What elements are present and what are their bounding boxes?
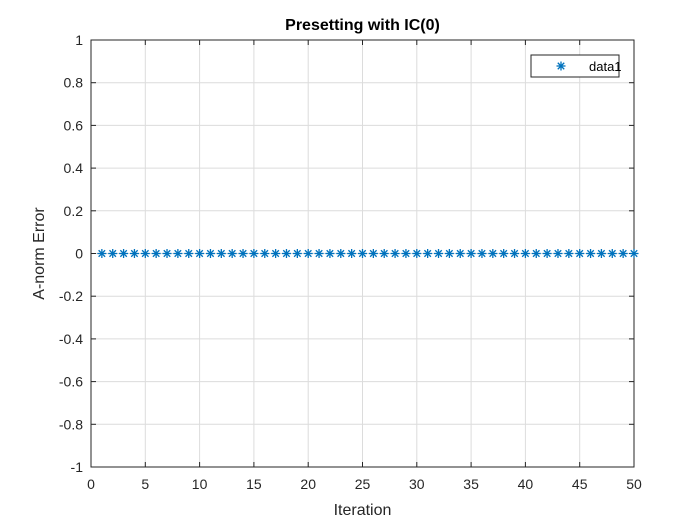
data-point xyxy=(629,249,639,258)
x-tick-label: 35 xyxy=(463,476,479,492)
data-point xyxy=(390,249,400,258)
data-point xyxy=(281,249,291,258)
legend-box xyxy=(530,54,620,78)
data-point xyxy=(542,249,552,258)
y-tick-labels: -1 -0.8 -0.6 -0.4 -0.2 0 0.2 0.4 0.6 0.8 1 xyxy=(59,32,83,475)
data-point xyxy=(553,249,563,258)
x-tick-label: 10 xyxy=(192,476,208,492)
data-point xyxy=(292,249,302,258)
x-tick-label: 45 xyxy=(572,476,588,492)
data-point xyxy=(434,249,444,258)
data-point xyxy=(618,249,628,258)
data-point xyxy=(488,249,498,258)
data-point xyxy=(607,249,617,258)
data-point xyxy=(466,249,476,258)
data-point xyxy=(303,249,313,258)
series-group xyxy=(97,249,639,258)
legend-marker-icon xyxy=(556,61,566,71)
x-axis-label: Iteration xyxy=(334,502,392,519)
data-point xyxy=(271,249,281,258)
y-tick-label: 1 xyxy=(75,32,83,48)
x-tick-label: 30 xyxy=(409,476,425,492)
x-tick-label: 50 xyxy=(626,476,642,492)
data-point xyxy=(184,249,194,258)
y-tick-label: 0.4 xyxy=(64,160,84,176)
data-point xyxy=(238,249,248,258)
x-tick-labels: 0 5 10 15 20 25 30 35 40 45 50 xyxy=(87,476,642,492)
y-tick-label: 0.2 xyxy=(64,203,84,219)
x-tick-label: 15 xyxy=(246,476,262,492)
y-tick-label: -1 xyxy=(71,459,84,475)
x-tick-label: 25 xyxy=(355,476,371,492)
data-point xyxy=(575,249,585,258)
data-point xyxy=(477,249,487,258)
data-point xyxy=(260,249,270,258)
data-point xyxy=(140,249,150,258)
data-point xyxy=(195,249,205,258)
data-point xyxy=(586,249,596,258)
data-point xyxy=(249,249,259,258)
data-point xyxy=(227,249,237,258)
data-point xyxy=(129,249,139,258)
x-tick-label: 20 xyxy=(300,476,316,492)
data-point xyxy=(314,249,324,258)
data-point xyxy=(455,249,465,258)
data-point xyxy=(97,249,107,258)
data-point xyxy=(151,249,161,258)
data-point xyxy=(520,249,530,258)
data-point xyxy=(173,249,183,258)
legend: data1 xyxy=(530,54,622,78)
y-tick-label: 0.8 xyxy=(64,75,84,91)
data-point xyxy=(531,249,541,258)
x-tick-label: 5 xyxy=(141,476,149,492)
data-point xyxy=(596,249,606,258)
legend-marker xyxy=(556,61,566,71)
data-point xyxy=(379,249,389,258)
data-point xyxy=(358,249,367,258)
y-tick-label: -0.8 xyxy=(59,416,83,432)
data-point xyxy=(347,249,357,258)
data-point xyxy=(205,249,215,258)
y-tick-label: 0.6 xyxy=(64,117,84,133)
data-point xyxy=(162,249,172,258)
x-tick-label: 40 xyxy=(518,476,534,492)
data-point xyxy=(412,249,422,258)
data-point xyxy=(216,249,226,258)
data-point xyxy=(444,249,454,258)
data-point xyxy=(564,249,574,258)
data-point xyxy=(423,249,433,258)
y-tick-label: -0.2 xyxy=(59,288,83,304)
data-point xyxy=(510,249,520,258)
chart-title: Presetting with IC(0) xyxy=(285,17,440,34)
data-point xyxy=(119,249,129,258)
legend-label: data1 xyxy=(589,59,622,74)
data-point xyxy=(499,249,509,258)
data-point xyxy=(325,249,335,258)
x-tick-label: 0 xyxy=(87,476,95,492)
data-point xyxy=(108,249,118,258)
data-point xyxy=(368,249,378,258)
y-tick-label: 0 xyxy=(75,246,83,262)
data-point xyxy=(401,249,411,258)
y-tick-label: -0.6 xyxy=(59,374,83,390)
data-point xyxy=(336,249,346,258)
y-axis-label: A-norm Error xyxy=(31,207,48,300)
y-tick-label: -0.4 xyxy=(59,331,83,347)
